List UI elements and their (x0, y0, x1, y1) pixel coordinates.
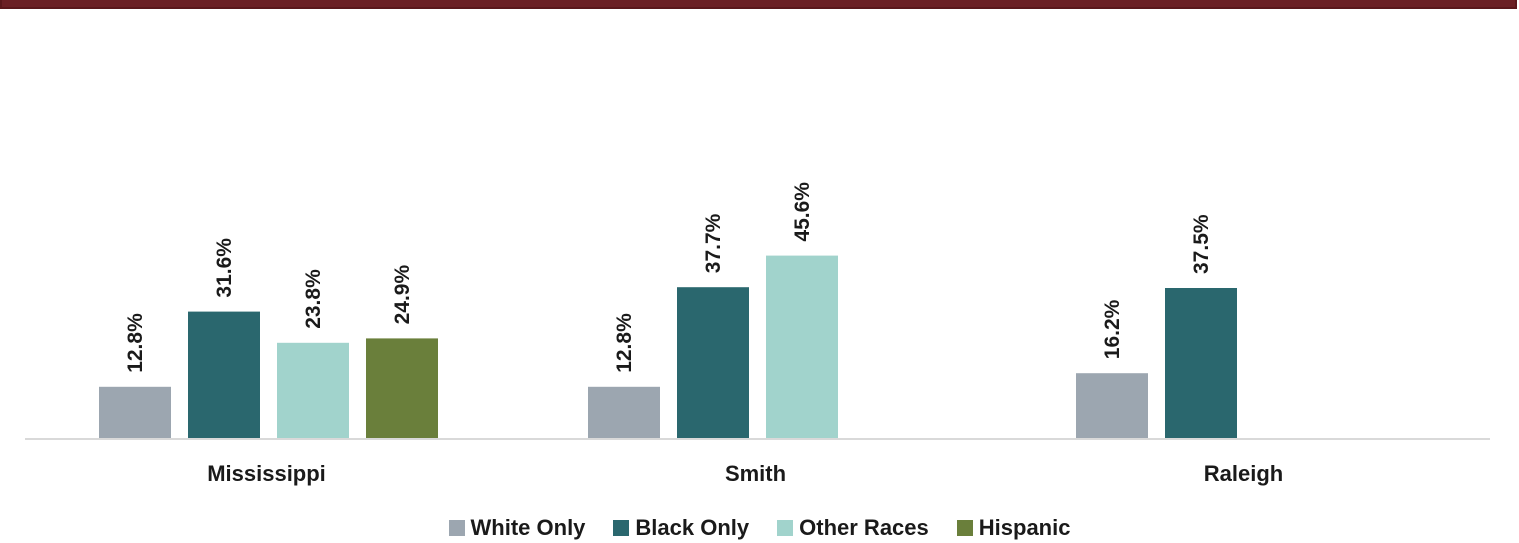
data-label: 37.5% (1190, 214, 1213, 274)
bar-chart: 12.8% 31.6% 23.8% 24.9% 12.8% 37.7% 45.6% 16.2%… (25, 182, 1490, 486)
data-label: 16.2% (1101, 299, 1124, 359)
data-label: 37.7% (702, 213, 725, 273)
legend-swatch (956, 520, 973, 536)
category-label-raleigh: Raleigh (1204, 461, 1283, 486)
data-label: 31.6% (213, 238, 236, 298)
data-label: 23.8% (302, 269, 325, 329)
legend-swatch (448, 520, 465, 536)
legend-label: Black Only (635, 515, 750, 540)
legend-label: Hispanic (978, 515, 1071, 540)
bar-raleigh-black-only (1165, 288, 1237, 438)
legend-swatch (613, 520, 630, 536)
bar-mississippi-white-only (99, 386, 171, 438)
legend-swatch (777, 520, 794, 536)
header-bar (0, 0, 1517, 9)
legend-item-hispanic: Hispanic (956, 513, 1071, 543)
bar-mississippi-black-only (188, 311, 260, 438)
legend-item-black-only: Black Only (613, 513, 749, 543)
data-label: 12.8% (613, 313, 636, 373)
bar-smith-black-only (677, 287, 749, 438)
bar-raleigh-white-only (1076, 373, 1148, 438)
legend-item-white-only: White Only (448, 513, 586, 543)
bar-smith-other-races (766, 255, 838, 438)
legend-label: Other Races (799, 515, 929, 540)
bar-mississippi-other-races (277, 342, 349, 438)
data-label: 45.6% (791, 182, 814, 242)
data-label: 12.8% (124, 313, 147, 373)
category-label-mississippi: Mississippi (207, 461, 326, 486)
data-label: 24.9% (391, 265, 414, 325)
legend-item-other-races: Other Races (777, 513, 929, 543)
category-label-smith: Smith (725, 461, 786, 486)
bar-mississippi-hispanic (366, 338, 438, 438)
legend-label: White Only (470, 515, 586, 540)
legend: White Only Black Only Other Races Hispanic (0, 513, 1519, 543)
bar-smith-white-only (588, 386, 660, 438)
